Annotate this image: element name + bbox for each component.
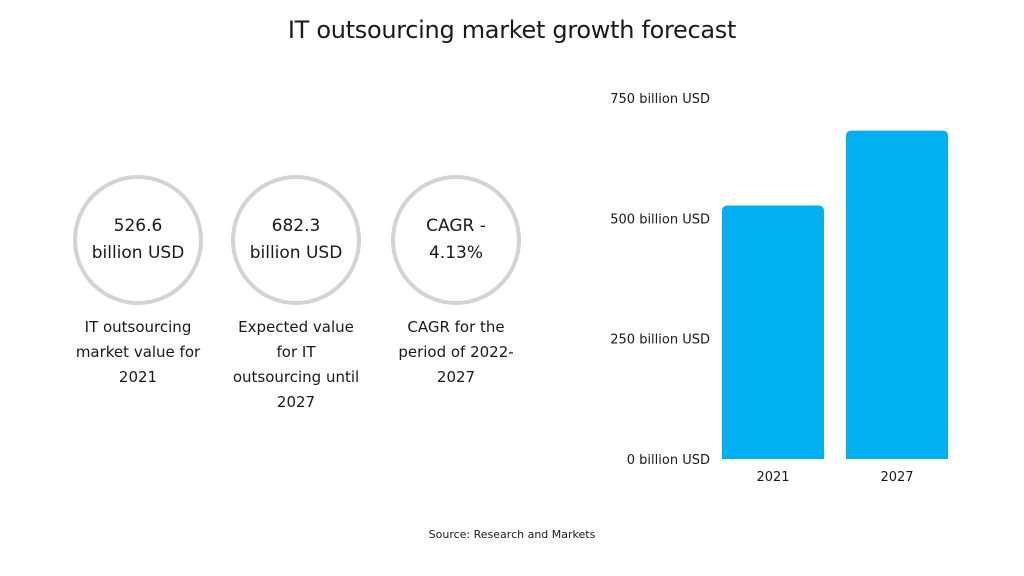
stat-circle: 682.3 billion USD (231, 175, 361, 305)
stat-cagr: CAGR - 4.13% CAGR for the period of 2022… (386, 175, 526, 390)
stat-value: CAGR - 4.13% (426, 216, 486, 263)
x-category-label: 2027 (880, 470, 913, 485)
y-tick-label: 250 billion USD (610, 333, 710, 348)
bar-base-2021 (722, 453, 824, 459)
stat-expected-value-2027: 682.3 billion USD Expected value for IT … (226, 175, 366, 415)
bar-chart: 0 billion USD 250 billion USD 500 billion … (610, 92, 948, 485)
bar-2027 (846, 130, 948, 459)
stat-circle: 526.6 billion USD (73, 175, 203, 305)
stat-caption: IT outsourcing market value for 2021 (75, 318, 201, 386)
stat-caption: CAGR for the period of 2022-2027 (398, 318, 514, 386)
stat-value: 682.3 billion USD (249, 216, 343, 263)
bar-2021 (722, 205, 824, 459)
stat-market-value-2021: 526.6 billion USD IT outsourcing market … (68, 175, 208, 390)
stat-value: 526.6 billion USD (91, 216, 185, 263)
page-title: IT outsourcing market growth forecast (287, 16, 737, 44)
x-category-label: 2021 (756, 470, 789, 485)
source-note: Source: Research and Markets (428, 528, 596, 541)
stat-circle: CAGR - 4.13% (391, 175, 521, 305)
stat-caption: Expected value for IT outsourcing until … (232, 318, 360, 411)
bar-base-2027 (846, 453, 948, 459)
y-tick-label: 0 billion USD (627, 453, 710, 468)
y-tick-label: 750 billion USD (610, 92, 710, 107)
y-tick-label: 500 billion USD (610, 212, 710, 227)
